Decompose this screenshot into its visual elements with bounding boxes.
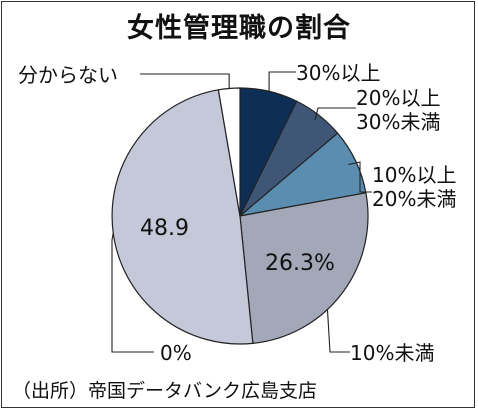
- slice-label-1-line1: 20%以上: [356, 86, 440, 110]
- leader-line-5: [140, 73, 230, 89]
- pie-slice-4: [111, 89, 254, 345]
- data-label-1: 48.9: [140, 216, 189, 241]
- pie-slice-3: [239, 192, 369, 345]
- leader-line-4: [111, 233, 154, 353]
- chart-title: 女性管理職の割合: [127, 13, 351, 44]
- data-label-0: 26.3%: [265, 251, 335, 276]
- source-note: （出所）帝国データバンク広島支店: [12, 380, 317, 402]
- slice-label-4: 0%: [160, 341, 192, 365]
- slice-label-2-line2: 20%未満: [372, 187, 456, 211]
- leader-line-2: [348, 161, 372, 193]
- slice-label-0: 30%以上: [296, 61, 380, 85]
- leader-line-1: [314, 107, 356, 120]
- leader-line-3: [326, 309, 350, 353]
- pie-slice-5: [217, 87, 241, 217]
- slice-label-3: 10%未満: [350, 341, 434, 365]
- slice-label-1-line2: 30%未満: [356, 110, 440, 134]
- slice-label-2-line1: 10%以上: [372, 163, 456, 187]
- leader-line-0: [268, 71, 296, 92]
- slice-label-5: 分からない: [18, 63, 118, 87]
